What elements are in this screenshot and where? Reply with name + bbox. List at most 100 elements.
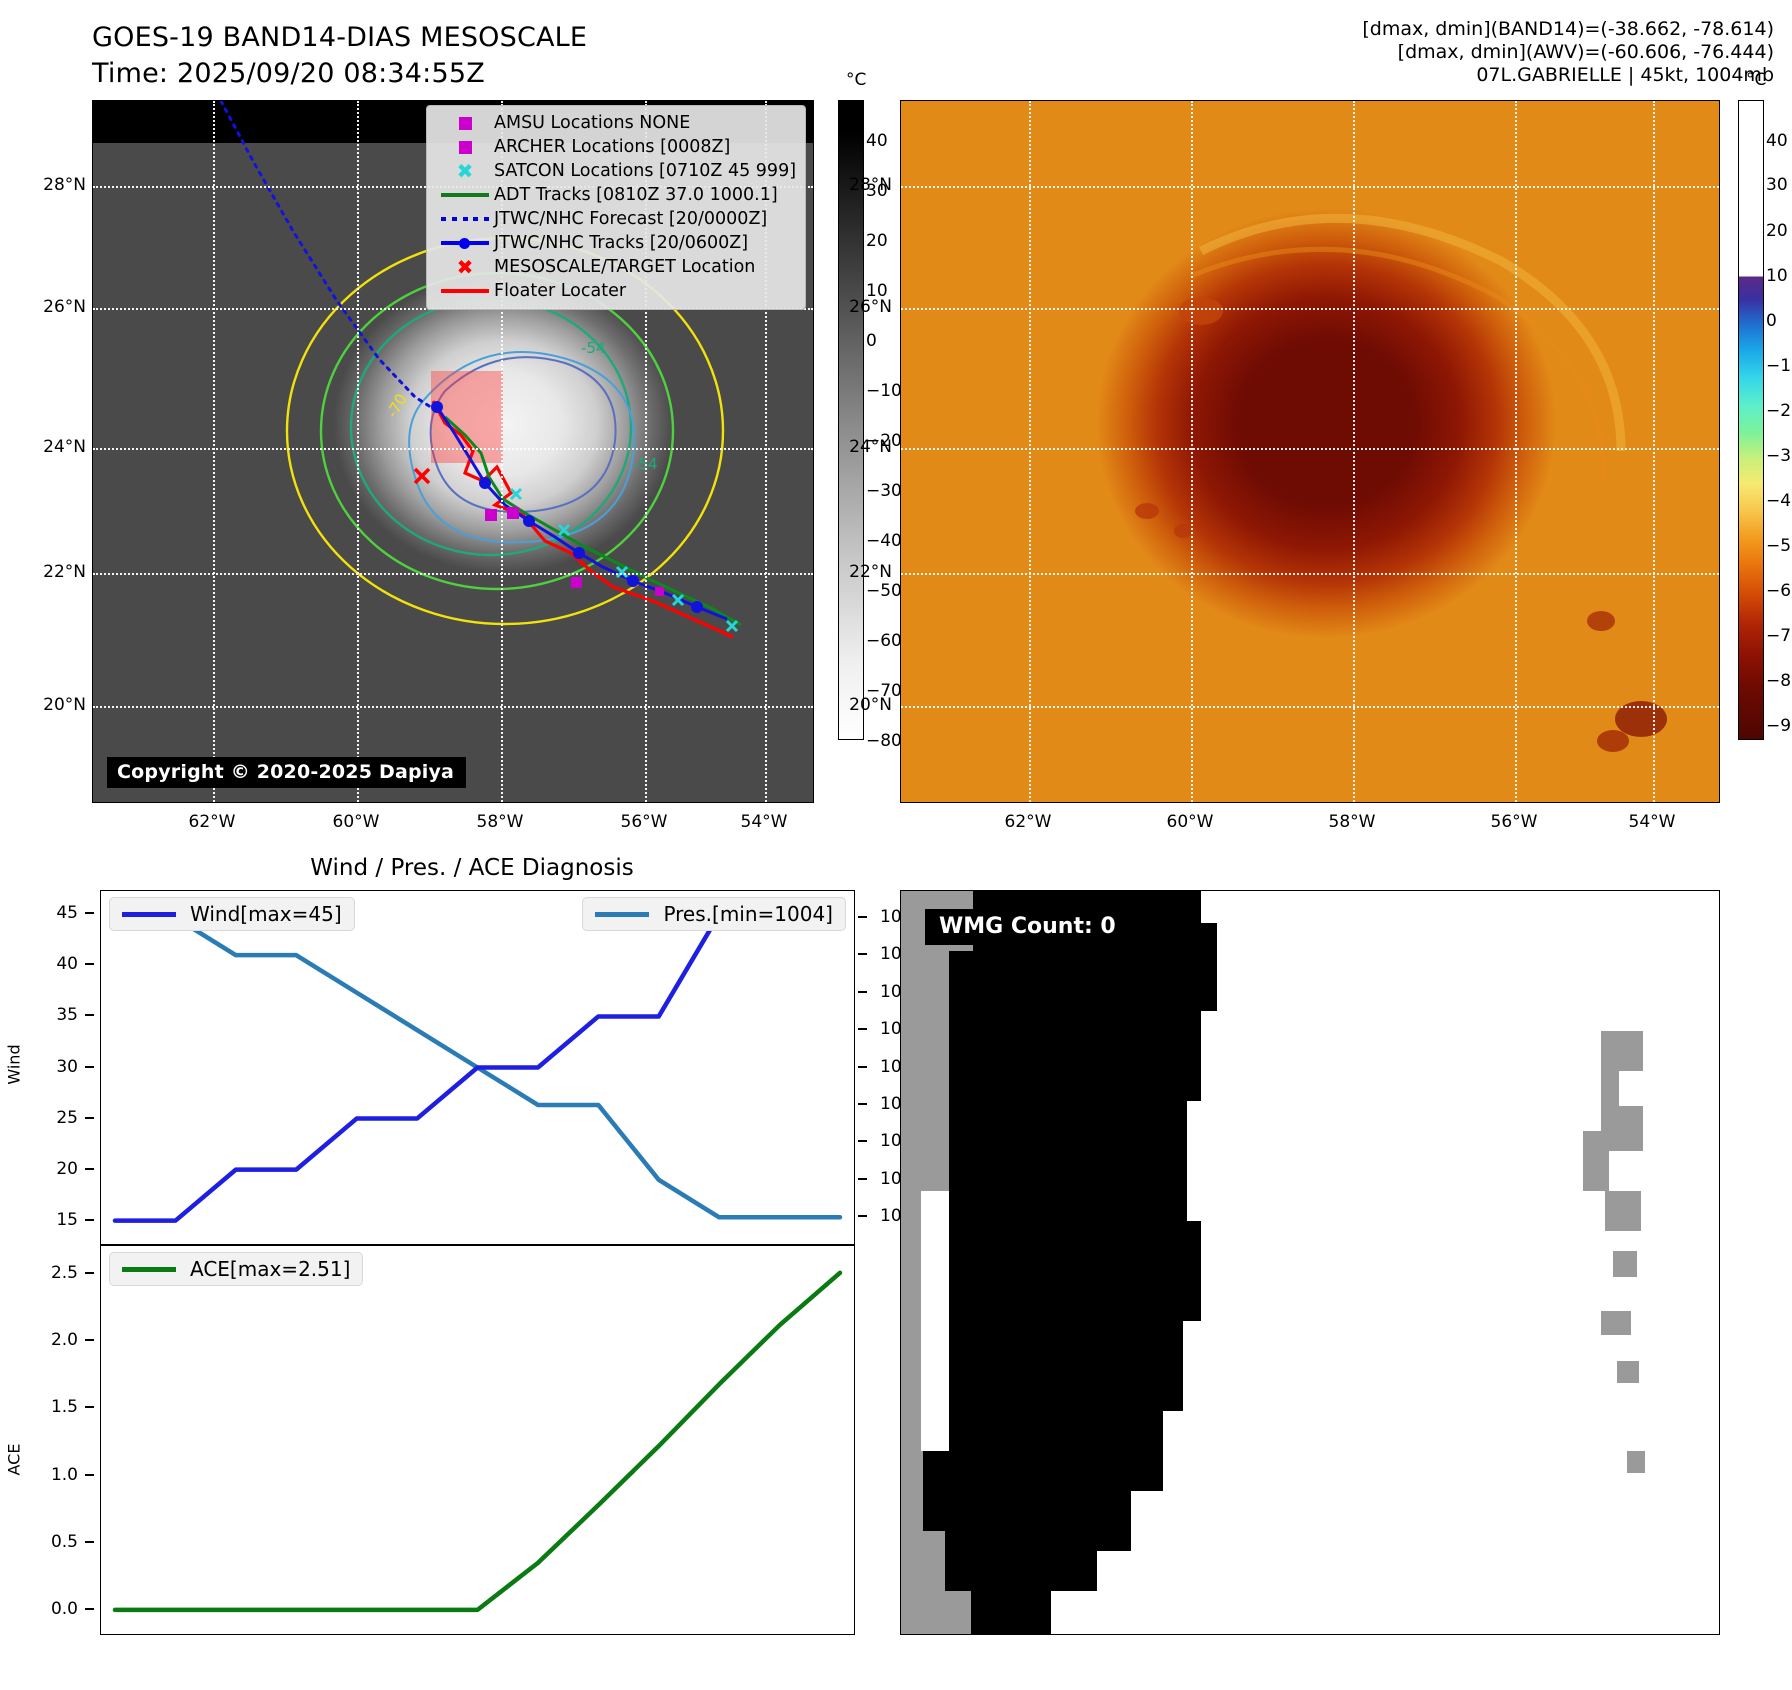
wmg-panel[interactable]: WMG Count: 0	[900, 890, 1720, 1635]
svg-text:-54: -54	[581, 339, 606, 357]
awv-gridline-22n	[901, 573, 1719, 575]
lon-tick: 56°W	[620, 812, 668, 832]
dmax-awv-text: [dmax, dmin](AWV)=(-60.606, -76.444)	[1397, 41, 1774, 63]
blue-dotted-line-icon	[436, 217, 494, 221]
awv-gridline-26n	[901, 308, 1719, 310]
legend-item-jtwc-tracks[interactable]: JTWC/NHC Tracks [20/0600Z]	[436, 231, 796, 255]
ir-gridline-22n	[93, 573, 813, 575]
awv-colorbar[interactable]	[1738, 100, 1764, 740]
ace-tickmark	[85, 1540, 94, 1543]
cbar-tick: 30	[1766, 175, 1788, 195]
cbar-tick: −20	[866, 431, 902, 451]
cbar-tick: −80	[866, 731, 902, 751]
cbar-tick: 10	[866, 281, 888, 301]
ir-lat-axis: 28°N 26°N 24°N 22°N 20°N	[0, 100, 86, 803]
ir-gridline-62w	[213, 101, 215, 802]
ace-chart[interactable]: ACE[max=2.51]	[100, 1245, 855, 1635]
legend-label: JTWC/NHC Tracks [20/0600Z]	[494, 233, 749, 253]
ace-y-axis: 2.5 2.0 1.5 1.0 0.5 0.0	[30, 1245, 94, 1635]
lon-tick: 60°W	[1166, 812, 1214, 832]
awv-gridline-20n	[901, 706, 1719, 708]
red-line-icon	[436, 289, 494, 293]
wind-axis-title: Wind	[4, 1044, 24, 1085]
pressure-tickmark	[858, 915, 867, 918]
ace-tick: 1.0	[50, 1464, 78, 1485]
svg-text:-70: -70	[383, 391, 411, 421]
cbar-tick: −80	[1766, 671, 1792, 691]
cbar-tick: −30	[1766, 446, 1792, 466]
awv-gridline-62w	[1029, 101, 1031, 802]
legend-item-adt-tracks[interactable]: ADT Tracks [0810Z 37.0 1000.1]	[436, 183, 796, 207]
ace-tickmark	[85, 1607, 94, 1610]
awv-satellite-panel[interactable]	[900, 100, 1720, 803]
ir-colorbar[interactable]	[838, 100, 864, 740]
lat-tick: 28°N	[43, 175, 86, 195]
ir-gridline-20n	[93, 706, 813, 708]
magenta-square-icon	[436, 140, 494, 154]
ir-legend-box[interactable]: AMSU Locations NONE ARCHER Locations [00…	[426, 105, 807, 310]
legend-item-satcon[interactable]: ✖ SATCON Locations [0710Z 45 999]	[436, 159, 796, 183]
awv-gridline-56w	[1515, 101, 1517, 802]
pressure-legend[interactable]: Pres.[min=1004]	[582, 897, 846, 931]
legend-item-floater-locater[interactable]: Floater Locater	[436, 279, 796, 303]
lon-tick: 60°W	[332, 812, 380, 832]
cbar-tick: 30	[866, 181, 888, 201]
ace-tickmark	[85, 1473, 94, 1476]
header-stats: [dmax, dmin](BAND14)=(-38.662, -78.614) …	[1362, 18, 1774, 87]
pressure-tickmark	[858, 1140, 867, 1143]
wind-tickmark	[85, 1014, 94, 1017]
blue-line-marker-icon	[436, 238, 494, 249]
wind-tickmark	[85, 1065, 94, 1068]
wind-legend[interactable]: Wind[max=45]	[109, 897, 355, 931]
wind-line-icon	[122, 911, 176, 917]
ace-legend[interactable]: ACE[max=2.51]	[109, 1252, 364, 1286]
lat-tick: 28°N	[849, 175, 892, 195]
lon-tick: 54°W	[1628, 812, 1676, 832]
wind-tick: 30	[56, 1056, 78, 1077]
cbar-tick: −60	[1766, 581, 1792, 601]
cyan-x-icon: ✖	[456, 159, 474, 183]
lon-tick: 56°W	[1490, 812, 1538, 832]
ir-gridline-58w	[501, 101, 503, 802]
awv-gridline-24n	[901, 448, 1719, 450]
cbar-tick: −10	[866, 381, 902, 401]
magenta-square-icon	[436, 116, 494, 130]
lon-tick: 58°W	[476, 812, 524, 832]
pressure-tickmark	[858, 1215, 867, 1218]
awv-gridline-28n	[901, 186, 1719, 188]
lat-tick: 20°N	[43, 695, 86, 715]
ace-tick: 2.0	[50, 1330, 78, 1351]
cbar-tick: −20	[1766, 401, 1792, 421]
pressure-tickmark	[858, 990, 867, 993]
legend-item-jtwc-forecast[interactable]: JTWC/NHC Forecast [20/0000Z]	[436, 207, 796, 231]
ir-gridline-24n	[93, 448, 813, 450]
wind-y-axis: 45 40 35 30 25 20 15	[30, 890, 94, 1245]
lat-tick: 26°N	[43, 297, 86, 317]
ace-plot	[112, 1270, 843, 1613]
legend-item-amsu[interactable]: AMSU Locations NONE	[436, 111, 796, 135]
wind-tickmark	[85, 912, 94, 915]
wind-tickmark	[85, 1116, 94, 1119]
ir-colorbar-unit: °C	[846, 70, 867, 90]
cbar-tick: −70	[866, 681, 902, 701]
pressure-legend-label: Pres.[min=1004]	[663, 902, 833, 926]
wind-tick: 35	[56, 1005, 78, 1026]
ace-legend-label: ACE[max=2.51]	[190, 1257, 351, 1281]
ir-lon-axis: 62°W 60°W 58°W 56°W 54°W	[92, 812, 814, 838]
cbar-tick: −60	[866, 631, 902, 651]
pressure-line-icon	[595, 911, 650, 917]
title-line: GOES-19 BAND14-DIAS MESOSCALE	[92, 22, 588, 53]
ir-satellite-panel[interactable]: -70 -54 -54	[92, 100, 814, 803]
cbar-tick: −30	[866, 481, 902, 501]
awv-detail-overlay	[1135, 213, 1667, 752]
page-title: GOES-19 BAND14-DIAS MESOSCALE Time: 2025…	[92, 20, 587, 92]
dmax-band14-text: [dmax, dmin](BAND14)=(-38.662, -78.614)	[1362, 18, 1774, 40]
legend-item-mesoscale-target[interactable]: ✖ MESOSCALE/TARGET Location	[436, 255, 796, 279]
cbar-tick: −40	[866, 531, 902, 551]
wind-pressure-chart[interactable]: Wind[max=45] Pres.[min=1004]	[100, 890, 855, 1245]
cbar-tick: 10	[1766, 266, 1788, 286]
awv-gridline-60w	[1191, 101, 1193, 802]
awv-colorbar-unit: °C	[1746, 70, 1767, 90]
legend-item-archer[interactable]: ARCHER Locations [0008Z]	[436, 135, 796, 159]
ace-tick: 0.5	[50, 1531, 78, 1552]
